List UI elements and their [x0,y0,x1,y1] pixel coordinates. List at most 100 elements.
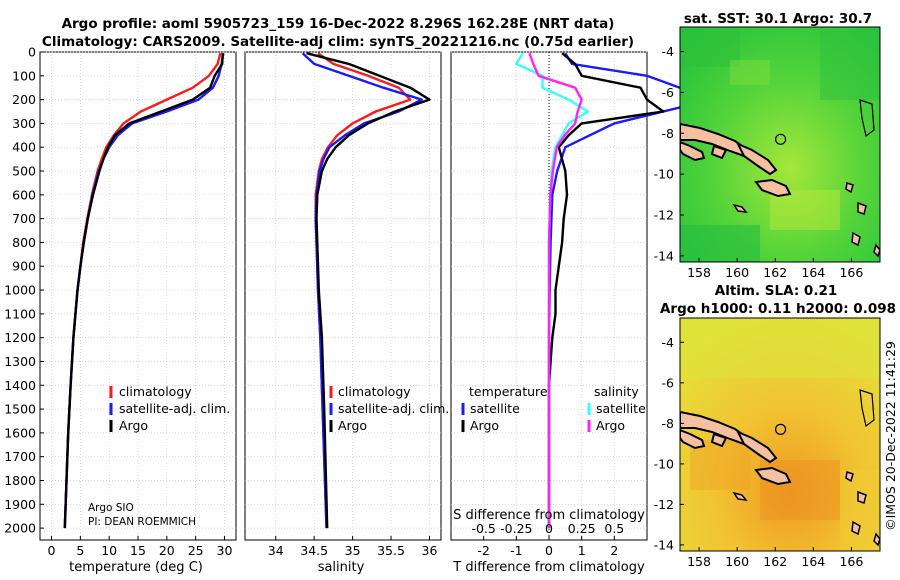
sla-latitude-tick-labels: -4 -6 -8 -10 -12 -14 [654,335,684,552]
s-tick-label: 0 [545,521,553,536]
s-difference-xlabel: S difference from climatology [453,508,645,523]
coastline-island [710,144,728,160]
longitude-tick-label: 162 [763,265,787,280]
x-tick-label: 10 [101,543,117,558]
longitude-tick-label: 164 [801,554,825,569]
temperature-tick-labels: 0 5 10 15 20 25 30 [48,536,232,558]
depth-tick-label: 1700 [4,449,36,464]
t-difference-tick-labels: -2 -1 0 1 2 [477,536,618,558]
temperature-xlabel: temperature (deg C) [69,560,203,575]
salinity-axes-frame [244,51,442,541]
sla-axes-frame [679,317,881,552]
credit-line1: Argo SIO [88,502,134,514]
sst-map-title: sat. SST: 30.1 Argo: 30.7 [684,11,872,27]
figure-title-line1: Argo profile: aoml 5905723_159 16-Dec-20… [62,16,615,32]
salinity-lines [301,52,431,529]
coastline-islet [857,490,867,504]
depth-tick-label: 600 [12,187,36,202]
salinity-tick-labels: 34 34.5 35 35.5 36 [268,536,437,558]
sst-patch [770,190,840,230]
depth-tick-label: 1300 [4,354,36,369]
latitude-tick-label: -10 [654,456,674,471]
coastline-island [754,178,792,198]
sla-coastlines [680,389,880,547]
sla-map-title: Altim. SLA: 0.21 [715,283,837,299]
sla-patch [680,318,880,378]
x-tick-label: -1 [510,543,522,558]
t-difference-xlabel: T difference from climatology [452,560,645,575]
coastline-islet [851,231,861,247]
depth-tick-label: 900 [12,259,36,274]
x-tick-label: 25 [188,543,204,558]
series-line-argo [63,53,224,529]
longitude-tick-label: 166 [839,265,863,280]
s-tick-label: 0.5 [604,521,624,536]
coastline-islet [845,182,854,194]
longitude-tick-label: 158 [687,554,711,569]
temperature-grid [40,51,236,540]
depth-tick-label: 1900 [4,497,36,512]
float-position-marker [774,423,787,435]
sla-map-title-argo: Argo h1000: 0.11 h2000: 0.098 [660,301,896,317]
coastline-island [735,430,778,464]
coastline-island [754,466,792,486]
sla-map: Altim. SLA: 0.21 Argo h1000: 0.11 h2000:… [654,283,896,569]
depth-tick-label: 700 [12,211,36,226]
coastline-islet [845,471,854,483]
depth-tick-label: 1500 [4,402,36,417]
generation-timestamp: ©IMOS 20-Dec-2022 11:41:29 [883,341,898,531]
coastline-island [710,432,728,448]
x-tick-label: 15 [130,543,146,558]
depth-tick-label: 500 [12,164,36,179]
series-line-argo [306,52,431,529]
depth-tick-label: 1600 [4,425,36,440]
difference-lines [515,52,714,529]
s-difference-tick-labels: -0.5 -0.25 0 0.25 0.5 [471,521,624,536]
sst-longitude-tick-labels: 158 160 162 164 166 [687,258,863,280]
coastline-island [735,142,778,176]
temperature-legend: climatology satellite-adj. clim. Argo [109,384,230,433]
coastline-islet [859,99,875,138]
depth-tick-label: 100 [12,68,36,83]
x-tick-label: 34.5 [300,543,328,558]
legend-label-climatology: climatology [338,384,411,399]
latitude-tick-label: -4 [662,44,675,59]
float-position-marker [774,133,787,145]
legend-label-satellite: satellite-adj. clim. [119,401,230,416]
longitude-tick-label: 160 [725,265,749,280]
legend-label-s-argo: Argo [596,418,625,433]
depth-tick-label: 1000 [4,283,36,298]
temperature-lines [63,52,225,529]
s-tick-label: -0.5 [471,521,495,536]
latitude-tick-label: -6 [662,375,675,390]
sla-texture [680,318,880,551]
depth-tick-label: 2000 [4,521,36,536]
legend-title-temperature: temperature [469,384,548,399]
latitude-tick-label: -6 [662,85,675,100]
depth-tick-label: 0 [28,45,36,60]
depth-tick-label: 1100 [4,306,36,321]
latitude-tick-label: -8 [662,416,675,431]
sla-patch [690,440,750,490]
x-tick-label: 20 [159,543,175,558]
legend-label-argo: Argo [119,418,148,433]
latitude-tick-label: -14 [654,248,674,263]
sla-patch [840,470,880,551]
salinity-xlabel: salinity [318,560,365,575]
x-tick-label: 0 [545,543,553,558]
latitude-tick-label: -14 [654,537,674,552]
legend-title-salinity: salinity [594,384,639,399]
credit-line2: PI: DEAN ROEMMICH [88,516,196,528]
depth-tick-label: 1200 [4,330,36,345]
sst-latitude-tick-labels: -4 -6 -8 -10 -12 -14 [654,44,684,263]
sst-patch [730,60,770,85]
legend-label-satellite: satellite-adj. clim. [338,401,449,416]
salinity-legend: climatology satellite-adj. clim. Argo [329,384,449,433]
depth-tick-label: 300 [12,116,36,131]
sst-axes-frame [679,26,881,263]
sst-map: sat. SST: 30.1 Argo: 30.7 158 160 162 164 16… [654,11,881,280]
depth-tick-labels: 0 100 200 300 400 500 600 700 800 900 1000 1100 1200… [4,45,44,536]
series-line-s-argo [528,52,583,529]
sst-patch [680,225,760,262]
